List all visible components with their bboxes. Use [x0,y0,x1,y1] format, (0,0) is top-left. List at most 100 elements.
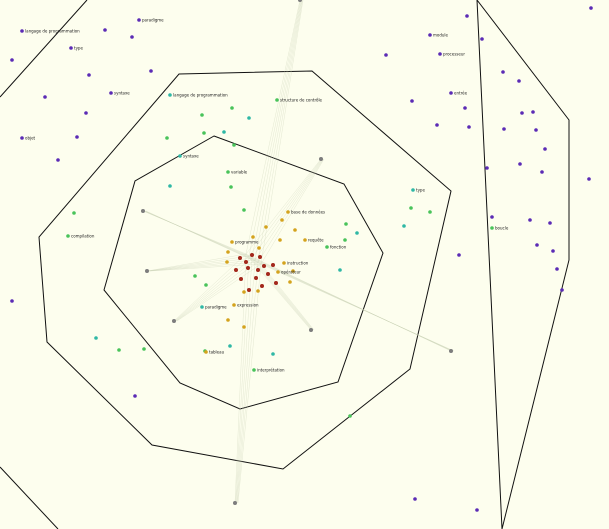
graph-node[interactable] [264,225,268,229]
graph-node[interactable] [293,228,297,232]
graph-node[interactable] [250,253,254,257]
graph-node[interactable] [168,184,172,188]
graph-node[interactable] [247,288,251,292]
graph-node[interactable] [262,264,266,268]
graph-node[interactable] [226,250,230,254]
graph-node[interactable] [84,111,88,115]
graph-node[interactable] [256,289,260,293]
graph-node[interactable] [413,497,417,501]
graph-node[interactable] [325,245,329,249]
graph-node[interactable] [518,162,522,166]
graph-node[interactable] [384,53,388,57]
graph-node[interactable] [200,305,204,309]
graph-node[interactable] [475,508,479,512]
graph-node[interactable] [230,106,234,110]
graph-node[interactable] [449,91,453,95]
graph-node[interactable] [242,325,246,329]
graph-node[interactable] [278,238,282,242]
graph-node[interactable] [109,91,113,95]
graph-node[interactable] [137,18,141,22]
graph-node[interactable] [204,283,208,287]
graph-node[interactable] [402,224,406,228]
graph-node[interactable] [202,131,206,135]
graph-node[interactable] [145,269,149,273]
graph-node[interactable] [344,222,348,226]
graph-node[interactable] [72,211,76,215]
graph-node[interactable] [75,135,79,139]
graph-node[interactable] [165,136,169,140]
graph-node[interactable] [230,240,234,244]
graph-node[interactable] [449,349,453,353]
graph-node[interactable] [274,281,278,285]
graph-node[interactable] [87,73,91,77]
graph-node[interactable] [94,336,98,340]
graph-node[interactable] [10,58,14,62]
graph-node[interactable] [528,218,532,222]
graph-node[interactable] [355,231,359,235]
graph-node[interactable] [232,143,236,147]
graph-node[interactable] [168,93,172,97]
graph-node[interactable] [535,243,539,247]
graph-node[interactable] [246,266,250,270]
graph-node[interactable] [280,218,284,222]
graph-node[interactable] [20,136,24,140]
graph-node[interactable] [291,269,295,273]
graph-node[interactable] [457,253,461,257]
graph-node[interactable] [56,158,60,162]
graph-node[interactable] [200,113,204,117]
graph-node[interactable] [411,188,415,192]
graph-node[interactable] [338,268,342,272]
graph-node[interactable] [410,99,414,103]
graph-node[interactable] [520,111,524,115]
graph-node[interactable] [43,95,47,99]
graph-node[interactable] [266,272,270,276]
graph-node[interactable] [20,29,24,33]
graph-node[interactable] [103,28,107,32]
graph-node[interactable] [252,368,256,372]
graph-node[interactable] [254,276,258,280]
graph-node[interactable] [534,128,538,132]
graph-node[interactable] [288,280,292,284]
graph-node[interactable] [178,154,182,158]
graph-node[interactable] [540,170,544,174]
graph-node[interactable] [141,209,145,213]
graph-node[interactable] [485,166,489,170]
graph-node[interactable] [130,35,134,39]
graph-node[interactable] [257,246,261,250]
graph-node[interactable] [303,238,307,242]
graph-node[interactable] [343,238,347,242]
graph-node[interactable] [319,157,323,161]
graph-node[interactable] [242,208,246,212]
graph-node[interactable] [409,206,413,210]
graph-node[interactable] [271,352,275,356]
graph-node[interactable] [256,268,260,272]
graph-node[interactable] [258,255,262,259]
graph-node[interactable] [348,414,352,418]
graph-node[interactable] [463,106,467,110]
graph-node[interactable] [204,350,208,354]
graph-node[interactable] [222,130,226,134]
graph-node[interactable] [309,328,313,332]
graph-node[interactable] [271,263,275,267]
graph-node[interactable] [428,33,432,37]
graph-node[interactable] [229,185,233,189]
graph-node[interactable] [10,299,14,303]
graph-node[interactable] [501,70,505,74]
graph-node[interactable] [69,46,73,50]
graph-node[interactable] [467,125,471,129]
graph-node[interactable] [244,260,248,264]
graph-node[interactable] [142,347,146,351]
graph-node[interactable] [242,290,246,294]
graph-node[interactable] [117,348,121,352]
graph-node[interactable] [548,221,552,225]
graph-node[interactable] [193,274,197,278]
graph-node[interactable] [276,270,280,274]
graph-node[interactable] [543,147,547,151]
graph-node[interactable] [233,501,237,505]
graph-node[interactable] [239,277,243,281]
graph-node[interactable] [587,177,591,181]
graph-node[interactable] [560,288,564,292]
graph-node[interactable] [226,318,230,322]
graph-node[interactable] [251,235,255,239]
graph-node[interactable] [298,0,302,2]
